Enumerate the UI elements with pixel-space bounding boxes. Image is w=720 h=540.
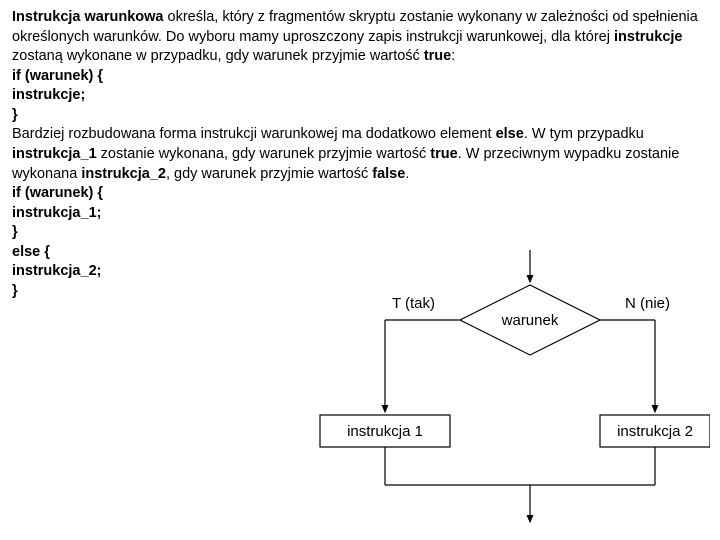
flowchart-diagram: warunek T (tak) N (nie) instrukcja 1 ins… bbox=[300, 250, 710, 530]
code1-line1: if (warunek) { bbox=[12, 67, 708, 87]
code2-line2: instrukcja_1; bbox=[12, 204, 708, 224]
code1-line2: instrukcje; bbox=[12, 86, 708, 106]
term-instrukcja-warunkowa: Instrukcja warunkowa bbox=[12, 9, 164, 25]
paragraph-2: Bardziej rozbudowana forma instrukcji wa… bbox=[12, 125, 708, 184]
box1-label: instrukcja 1 bbox=[347, 423, 423, 440]
code1-line3: } bbox=[12, 106, 708, 126]
paragraph-1: Instrukcja warunkowa określa, który z fr… bbox=[12, 8, 708, 67]
box2-label: instrukcja 2 bbox=[617, 423, 693, 440]
true-label: T (tak) bbox=[392, 295, 435, 312]
condition-label: warunek bbox=[501, 312, 559, 329]
false-label: N (nie) bbox=[625, 295, 670, 312]
code2-line1: if (warunek) { bbox=[12, 184, 708, 204]
code2-line3: } bbox=[12, 223, 708, 243]
